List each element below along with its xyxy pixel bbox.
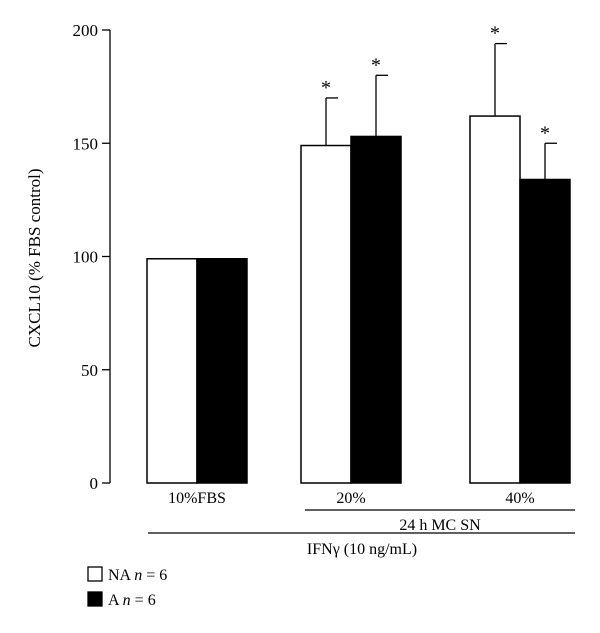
x-tick-label: 20% [336,490,365,507]
legend-swatch-a [87,591,103,607]
legend-series-name: A [108,592,123,609]
y-axis-ticks: 0 50 100 150 200 [73,21,110,493]
bar-a-0 [196,258,248,484]
x-tick-label: 40% [505,490,534,507]
legend-label-a: A n = 6 [108,592,156,609]
legend-label-na: NA n = 6 [108,567,167,584]
legend-n-value: = 6 [131,592,156,609]
bar-na-0 [146,258,198,484]
legend-n-symbol: n [134,567,142,584]
legend-n-symbol: n [123,592,131,609]
bar-a-1 [350,135,402,484]
legend-series-name: NA [108,567,134,584]
significance-marker: * [540,122,550,144]
legend-swatch-na [87,566,103,582]
bar-a-2 [519,178,571,484]
significance-marker: * [321,77,331,99]
y-tick-label: 200 [73,21,99,40]
significance-marker: * [371,54,381,76]
legend: NA n = 6A n = 6 [87,566,167,609]
bar-na-1 [300,144,352,484]
x-axis-labels: 10%FBS 20% 40% [168,490,535,507]
bar-na-2 [469,115,521,484]
supernatant-group-label: 24 h MC SN [399,517,481,534]
y-axis-label: CXCL10 (% FBS control) [25,169,44,348]
y-tick-label: 150 [73,134,99,153]
y-tick-label: 0 [90,474,99,493]
bars: * * * * [146,23,571,484]
x-tick-label: 10%FBS [168,490,226,507]
y-tick-label: 100 [73,248,99,267]
legend-n-value: = 6 [142,567,167,584]
significance-marker: * [490,23,500,45]
treatment-group-label: IFNγ (10 ng/mL) [307,541,417,558]
y-tick-label: 50 [81,361,98,380]
